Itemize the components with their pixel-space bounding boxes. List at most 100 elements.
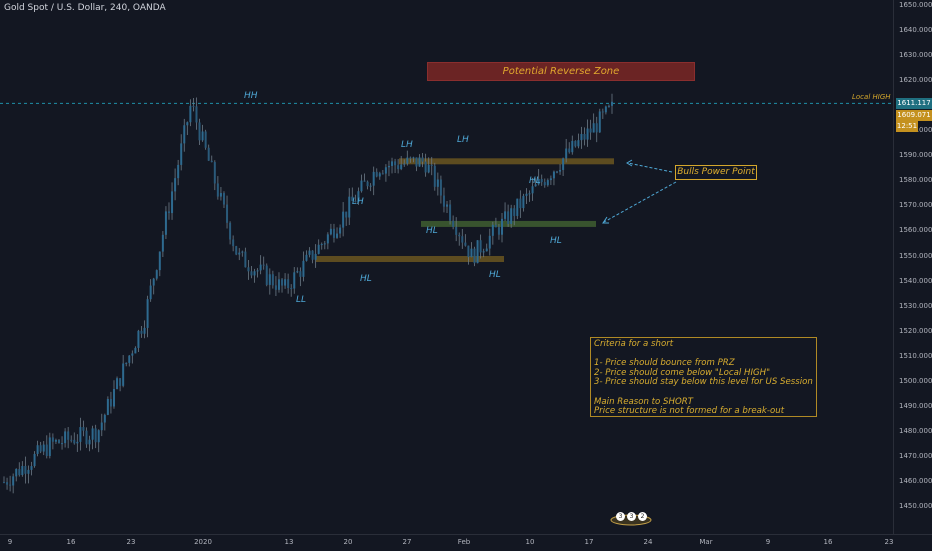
candle-body bbox=[568, 148, 571, 153]
candle-body bbox=[482, 251, 485, 253]
candle-body bbox=[143, 327, 146, 334]
candle-body bbox=[51, 437, 54, 442]
candle-body bbox=[354, 200, 357, 202]
candle-body bbox=[174, 178, 177, 192]
time-tick-label: 27 bbox=[402, 538, 412, 546]
time-tick-label: 9 bbox=[7, 538, 13, 546]
candle-body bbox=[73, 439, 76, 444]
candle-body bbox=[421, 157, 424, 162]
candle-body bbox=[531, 186, 534, 194]
candle-body bbox=[351, 196, 354, 201]
price-tick-label: 1530.000 bbox=[899, 301, 932, 310]
candle-body bbox=[314, 253, 317, 260]
event-icon-1[interactable]: 3 bbox=[616, 512, 625, 521]
candle-body bbox=[387, 165, 390, 168]
candle-body bbox=[442, 195, 445, 207]
candle-body bbox=[546, 180, 549, 186]
candle-body bbox=[394, 161, 397, 166]
candle-body bbox=[357, 191, 360, 202]
swing-label-lh: LH bbox=[401, 140, 413, 150]
local-high-label: Local HIGH bbox=[852, 93, 891, 101]
price-axis[interactable] bbox=[893, 0, 932, 534]
candle-body bbox=[195, 106, 198, 123]
candle-body bbox=[241, 251, 244, 253]
candle-body bbox=[522, 195, 525, 209]
candle-body bbox=[455, 226, 458, 235]
time-tick-label: 10 bbox=[525, 538, 535, 546]
arrow-head bbox=[626, 159, 633, 167]
swing-label-lh: LH bbox=[352, 197, 364, 207]
candle-body bbox=[201, 131, 204, 141]
candle-body bbox=[299, 271, 302, 277]
candle-body bbox=[256, 270, 259, 272]
candle-body bbox=[186, 122, 189, 126]
price-tick-label: 1510.000 bbox=[899, 351, 932, 360]
swing-label-hl: HL bbox=[426, 226, 438, 236]
candle-body bbox=[345, 211, 348, 218]
candle-body bbox=[497, 227, 500, 235]
candle-body bbox=[100, 422, 103, 431]
candle-body bbox=[164, 211, 167, 235]
event-icon-2[interactable]: 3 bbox=[627, 512, 636, 521]
candle-body bbox=[27, 469, 30, 474]
candle-body bbox=[125, 362, 128, 364]
candle-body bbox=[262, 264, 265, 266]
time-tick-label: 16 bbox=[823, 538, 833, 546]
candle-body bbox=[244, 251, 247, 268]
candle-body bbox=[507, 211, 510, 224]
event-icon-3[interactable]: 2 bbox=[638, 512, 647, 521]
economic-events[interactable]: 3 3 2 bbox=[609, 512, 653, 526]
candle-body bbox=[607, 105, 610, 107]
candle-body bbox=[235, 246, 238, 255]
time-tick-label: 16 bbox=[66, 538, 76, 546]
candle-body bbox=[360, 180, 363, 192]
candle-body bbox=[436, 179, 439, 187]
candle-body bbox=[238, 252, 241, 255]
candle-body bbox=[33, 453, 36, 467]
candle-body bbox=[140, 330, 143, 334]
bulls-power-point-label[interactable]: Bulls Power Point bbox=[675, 165, 757, 180]
candle-body bbox=[326, 234, 329, 244]
candle-body bbox=[158, 251, 161, 271]
candle-body bbox=[3, 481, 5, 483]
time-tick-label: 17 bbox=[584, 538, 594, 546]
candle-body bbox=[384, 167, 387, 174]
candle-body bbox=[82, 427, 85, 431]
candle-body bbox=[149, 285, 152, 300]
candle-body bbox=[76, 441, 79, 444]
candle-body bbox=[229, 222, 232, 240]
candle-body bbox=[424, 161, 427, 173]
price-tick-label: 1500.000 bbox=[899, 376, 932, 385]
chart-title: Gold Spot / U.S. Dollar, 240, OANDA bbox=[4, 3, 166, 13]
candle-body bbox=[363, 180, 366, 182]
time-axis[interactable] bbox=[0, 534, 932, 551]
candle-body bbox=[6, 482, 9, 485]
candle-body bbox=[565, 148, 568, 159]
candle-body bbox=[116, 378, 119, 389]
candle-body bbox=[311, 250, 314, 260]
price-tick-label: 1570.000 bbox=[899, 201, 932, 210]
candle-body bbox=[287, 279, 290, 289]
candle-body bbox=[64, 431, 67, 444]
candle-body bbox=[317, 244, 320, 254]
candle-body bbox=[452, 220, 455, 227]
candle-body bbox=[470, 248, 473, 258]
price-tick-label: 1450.000 bbox=[899, 502, 932, 510]
candle-body bbox=[91, 428, 94, 440]
criteria-note[interactable]: Criteria for a short 1- Price should bou… bbox=[590, 337, 817, 417]
candle-body bbox=[513, 208, 516, 216]
candle-body bbox=[204, 131, 207, 148]
candle-body bbox=[161, 234, 164, 252]
swing-label-ll: LL bbox=[296, 295, 307, 305]
price-tick-label: 1460.000 bbox=[899, 476, 932, 485]
candle-body bbox=[397, 165, 400, 170]
candle-body bbox=[296, 271, 299, 273]
arrow-head bbox=[602, 216, 609, 224]
candle-body bbox=[562, 158, 565, 170]
time-tick-label: 9 bbox=[765, 538, 771, 546]
swing-label-hh: HH bbox=[244, 91, 258, 101]
potential-reverse-zone[interactable]: Potential Reverse Zone bbox=[427, 62, 695, 81]
time-tick-label: 13 bbox=[284, 538, 294, 546]
candle-body bbox=[549, 178, 552, 181]
